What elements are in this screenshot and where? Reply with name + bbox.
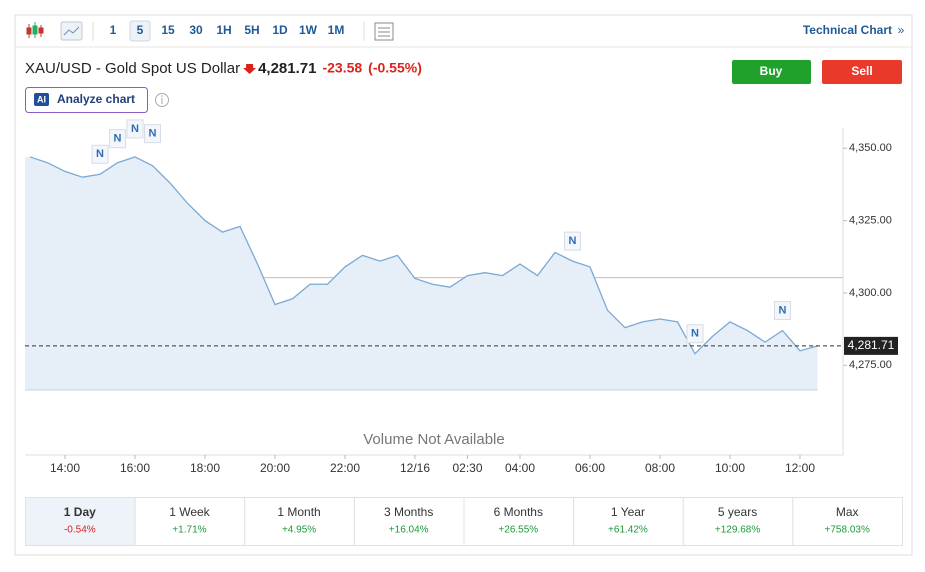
period-cell[interactable]: [792, 497, 903, 546]
x-tick-label: 02:30: [452, 461, 482, 475]
y-tick-label: 4,325.00: [849, 215, 892, 227]
candles-icon[interactable]: [26, 22, 44, 38]
area-icon[interactable]: [60, 21, 83, 41]
period-label[interactable]: 3 Months: [384, 505, 433, 519]
news-marker[interactable]: [91, 144, 109, 164]
instrument-title: XAU/USD - Gold Spot US Dollar: [25, 60, 240, 77]
period-cell[interactable]: [682, 497, 794, 546]
period-cell[interactable]: [25, 497, 136, 546]
buy-label[interactable]: Buy: [760, 64, 783, 78]
price-line: [29, 156, 818, 355]
period-change[interactable]: +26.55%: [498, 525, 538, 536]
x-tick-label: 08:00: [645, 461, 675, 475]
price-area: [25, 156, 818, 390]
interval[interactable]: 15: [161, 23, 175, 37]
interval[interactable]: 1: [110, 23, 117, 37]
x-tick-label: 12:00: [785, 461, 815, 475]
interval[interactable]: 1W: [299, 23, 318, 37]
chevron[interactable]: »: [898, 23, 905, 37]
x-tick-label: 10:00: [715, 461, 745, 475]
x-tick-label: 22:00: [330, 461, 360, 475]
news-marker-label[interactable]: N: [779, 304, 787, 316]
interval[interactable]: 1H: [216, 23, 231, 37]
period-cell[interactable]: [353, 497, 465, 546]
sell-label[interactable]: Sell: [851, 64, 872, 78]
interval[interactable]: 5: [137, 23, 144, 37]
news-marker-label[interactable]: N: [96, 148, 104, 160]
period-label[interactable]: 1 Month: [277, 505, 320, 519]
period-change[interactable]: +129.68%: [715, 525, 760, 536]
news-marker[interactable]: [109, 129, 126, 149]
period-cell[interactable]: [134, 497, 246, 546]
ai-badge-text: AI: [37, 94, 46, 104]
period-label[interactable]: 1 Week: [169, 505, 210, 519]
period-label[interactable]: Max: [836, 505, 859, 519]
period-label[interactable]: 1 Year: [611, 505, 645, 519]
news-marker-label[interactable]: N: [569, 235, 577, 247]
x-tick-label: 12/16: [400, 461, 430, 475]
period-label[interactable]: 6 Months: [494, 505, 543, 519]
period-change[interactable]: +1.71%: [172, 525, 206, 536]
y-tick-label: 4,275.00: [849, 359, 892, 371]
analyze-label[interactable]: Analyze chart: [57, 92, 135, 106]
volume-note: Volume Not Available: [363, 431, 504, 448]
layout-icon[interactable]: [374, 22, 394, 41]
news-marker[interactable]: [686, 324, 704, 344]
news-marker-label[interactable]: N: [114, 133, 122, 145]
interval[interactable]: 1D: [272, 23, 288, 37]
technical-chart-link[interactable]: Technical Chart: [803, 23, 892, 37]
news-marker[interactable]: [564, 231, 581, 251]
change: -23.58: [322, 60, 362, 76]
last-value-box: [844, 336, 898, 355]
buy-button[interactable]: [732, 60, 811, 84]
period-change[interactable]: +16.04%: [389, 525, 429, 536]
interval-selected[interactable]: [129, 20, 151, 42]
interval[interactable]: 30: [189, 23, 203, 37]
change-pct: (-0.55%): [368, 60, 422, 76]
period-change[interactable]: -0.54%: [64, 525, 96, 536]
interval[interactable]: 5H: [244, 23, 259, 37]
news-marker[interactable]: [144, 124, 161, 144]
price: 4,281.71: [258, 60, 316, 77]
x-tick-label: 06:00: [575, 461, 605, 475]
analyze-button[interactable]: [25, 87, 148, 113]
x-tick-label: 04:00: [505, 461, 535, 475]
period-change[interactable]: +4.95%: [282, 525, 316, 536]
ai-badge: [34, 93, 49, 106]
period-label[interactable]: 1 Day: [64, 505, 96, 519]
x-tick-label: 20:00: [260, 461, 290, 475]
down-arrow: [243, 64, 257, 74]
news-marker[interactable]: [126, 119, 144, 139]
news-marker-label[interactable]: N: [691, 328, 699, 340]
period-label[interactable]: 5 years: [718, 505, 757, 519]
sell-button[interactable]: [822, 60, 902, 84]
news-marker-label[interactable]: N: [131, 123, 139, 135]
news-marker[interactable]: [774, 301, 791, 321]
x-tick-label: 16:00: [120, 461, 150, 475]
y-tick-label: 4,350.00: [849, 142, 892, 154]
last-value-label: 4,281.71: [848, 338, 895, 352]
period-change[interactable]: +61.42%: [608, 525, 648, 536]
period-cell[interactable]: [244, 497, 355, 546]
info-icon[interactable]: [155, 93, 169, 107]
news-marker-label[interactable]: N: [149, 128, 157, 140]
x-tick-label: 18:00: [190, 461, 220, 475]
period-cell[interactable]: [463, 497, 575, 546]
period-change[interactable]: +758.03%: [825, 525, 870, 536]
interval[interactable]: 1M: [328, 23, 345, 37]
y-tick-label: 4,300.00: [849, 287, 892, 299]
x-tick-label: 14:00: [50, 461, 80, 475]
